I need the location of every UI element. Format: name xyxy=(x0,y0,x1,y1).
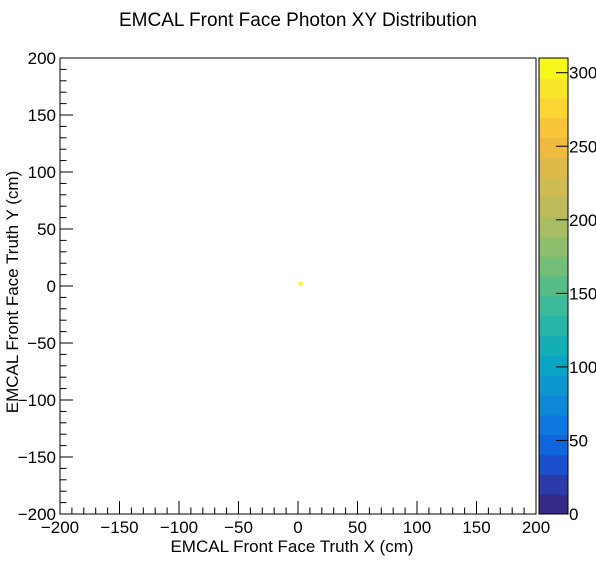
y-tick-label: −100 xyxy=(18,391,56,410)
y-axis-label: EMCAL Front Face Truth Y (cm) xyxy=(3,171,22,413)
axis-ticks xyxy=(59,57,537,515)
colorbar-band xyxy=(539,295,568,317)
colorbar-band xyxy=(539,454,568,475)
colorbar-band xyxy=(539,157,568,178)
x-tick-labels: −200 −150 −100 −50 0 50 100 150 200 xyxy=(41,518,550,537)
x-tick-label: −150 xyxy=(100,518,138,537)
x-tick-label: 150 xyxy=(462,518,490,537)
chart-title: EMCAL Front Face Photon XY Distribution xyxy=(119,10,477,31)
heatmap-cell xyxy=(298,281,303,286)
y-tick-labels: −200 −150 −100 −50 0 50 100 150 200 xyxy=(18,49,56,524)
colorbar-band xyxy=(539,256,568,277)
x-tick-label: −100 xyxy=(160,518,198,537)
colorbar-tick-label: 250 xyxy=(569,137,596,156)
plot-frame xyxy=(59,57,537,515)
x-tick-label: −50 xyxy=(224,518,253,537)
y-tick-label: −150 xyxy=(18,448,56,467)
colorbar-band xyxy=(539,335,568,356)
y-tick-label: −50 xyxy=(27,334,56,353)
y-tick-label: 0 xyxy=(47,277,56,296)
x-tick-label: 200 xyxy=(522,518,550,537)
colorbar-band xyxy=(539,176,568,198)
colorbar-band xyxy=(539,434,568,456)
colorbar-tick-label: 50 xyxy=(569,431,588,450)
y-tick-label: 100 xyxy=(28,163,56,182)
colorbar-tick-label: 0 xyxy=(569,505,578,524)
colorbar-band xyxy=(539,117,568,138)
colorbar-band xyxy=(539,137,568,158)
colorbar-band xyxy=(539,77,568,99)
colorbar-tick-label: 300 xyxy=(569,64,596,83)
colorbar-band xyxy=(539,355,568,376)
x-tick-label: −200 xyxy=(41,518,79,537)
colorbar-band xyxy=(539,315,568,337)
colorbar-tick-label: 150 xyxy=(569,284,596,303)
colorbar-band xyxy=(539,375,568,396)
y-tick-label: 50 xyxy=(37,220,56,239)
colorbar-band xyxy=(539,474,568,495)
colorbar-band xyxy=(539,494,568,515)
colorbar-band xyxy=(539,236,568,257)
x-tick-label: 0 xyxy=(293,518,302,537)
y-tick-label: −200 xyxy=(18,505,56,524)
heatmap-cells xyxy=(298,281,303,286)
colorbar-frame xyxy=(538,57,569,515)
x-tick-label: 50 xyxy=(348,518,367,537)
y-tick-label: 200 xyxy=(28,49,56,68)
x-axis-label: EMCAL Front Face Truth X (cm) xyxy=(170,537,413,556)
colorbar-band xyxy=(539,196,568,218)
colorbar-band xyxy=(539,58,568,79)
colorbar xyxy=(539,58,568,515)
x-tick-label: 100 xyxy=(403,518,431,537)
colorbar-tick-labels: 0 50 100 150 200 250 300 xyxy=(556,64,596,524)
colorbar-band xyxy=(539,276,568,297)
y-tick-label: 150 xyxy=(28,106,56,125)
colorbar-tick-label: 200 xyxy=(569,211,596,230)
colorbar-band xyxy=(539,414,568,436)
colorbar-band xyxy=(539,216,568,237)
colorbar-band xyxy=(539,395,568,416)
colorbar-tick-label: 100 xyxy=(569,358,596,377)
colorbar-band xyxy=(539,97,568,118)
